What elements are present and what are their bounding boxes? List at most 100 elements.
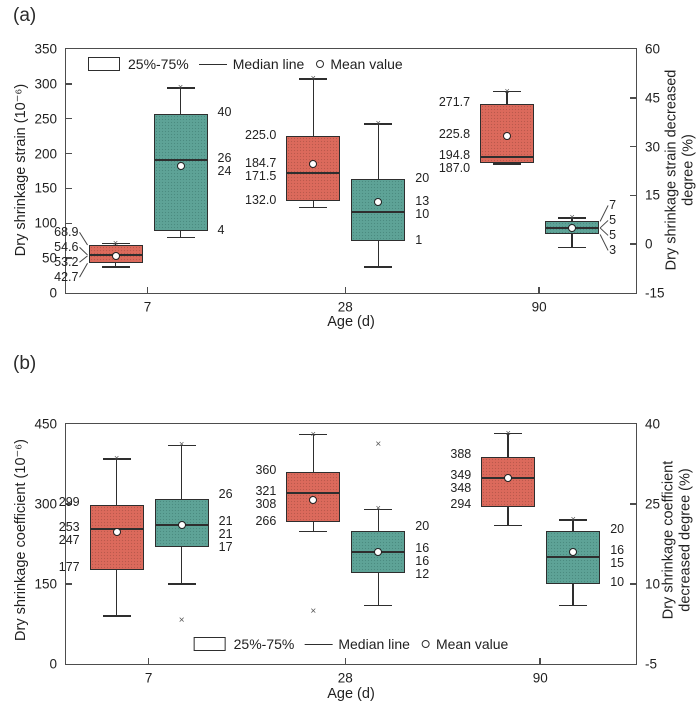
- whisker-cap-min: [559, 604, 588, 607]
- value-label: 3: [609, 243, 617, 258]
- right-axis-title-line1: Dry shrinkage coefficient: [660, 460, 677, 620]
- right-axis-title-line1: Dry shrinkage strain decreased: [663, 69, 680, 271]
- x-axis-tick: [539, 658, 541, 664]
- left-tick-label: 250: [34, 110, 57, 126]
- right-axis-tick: [630, 194, 636, 197]
- left-tick-label: 150: [34, 180, 57, 196]
- value-label: 20: [415, 519, 430, 533]
- value-label: 308: [255, 497, 277, 512]
- right-tick-label: 60: [645, 41, 661, 57]
- legend-label-mean: Mean value: [435, 636, 509, 652]
- value-label: 266: [255, 513, 277, 528]
- right-tick-label: 10: [645, 576, 661, 592]
- value-label: 348: [450, 480, 472, 495]
- right-axis-tick: [630, 503, 636, 505]
- value-label: 20: [415, 171, 430, 186]
- left-axis-tick: [66, 583, 72, 585]
- mean-marker: [177, 521, 186, 530]
- whisker-cap-max: [102, 458, 131, 460]
- mean-marker: [112, 528, 121, 537]
- value-label: 253: [58, 519, 80, 534]
- right-tick-label: 0: [645, 236, 653, 252]
- whisker-cap-min: [364, 266, 393, 268]
- value-label: 42.7: [54, 270, 79, 284]
- percentile-cross-marker: ×: [179, 439, 185, 450]
- value-label: 20: [610, 521, 625, 536]
- value-label: 40: [217, 105, 232, 120]
- whisker-cap-min: [102, 615, 131, 617]
- value-label: 16: [415, 540, 430, 555]
- box-swatch-icon: [193, 637, 226, 651]
- value-label: 13: [415, 193, 430, 208]
- mean-marker: [569, 548, 578, 556]
- value-label: 1: [415, 232, 423, 247]
- mean-marker: [504, 474, 513, 483]
- value-label: 177: [58, 559, 80, 574]
- value-label: 21: [218, 526, 233, 541]
- value-label: 15: [610, 555, 625, 570]
- value-label: 10: [610, 574, 625, 589]
- x-tick-label: 90: [532, 670, 548, 686]
- x-axis-title: Age (d): [327, 686, 375, 702]
- x-tick-label: 7: [143, 299, 152, 315]
- value-label: 132.0: [245, 192, 277, 207]
- x-axis-tick: [147, 658, 150, 664]
- whisker-cap-min: [101, 266, 130, 268]
- percentile-cross-marker: ×: [569, 212, 575, 223]
- plot-area: 25%-75% Median line Mean value 0 50 100 150…: [34, 42, 664, 313]
- value-label: 271.7: [438, 94, 471, 109]
- panel-tag: (b): [13, 353, 37, 374]
- value-label: 5: [609, 213, 617, 228]
- value-label: 360: [255, 463, 277, 478]
- legend: 25%-75% Median line Mean value: [193, 636, 509, 652]
- whisker-cap-max: [493, 90, 522, 93]
- x-axis-tick: [344, 287, 347, 293]
- value-label: 247: [58, 532, 80, 547]
- whisker-cap-max: [167, 444, 196, 447]
- whisker-cap-min: [299, 206, 328, 208]
- value-label: 10: [415, 206, 430, 221]
- percentile-cross-marker: ×: [504, 85, 510, 96]
- x-tick-label: 28: [337, 670, 353, 686]
- percentile-cross-marker: ×: [375, 117, 381, 128]
- x-tick-label: 7: [144, 670, 153, 686]
- percentile-cross-marker: ×: [112, 237, 119, 248]
- right-axis-tick: [630, 97, 636, 99]
- whisker-cap-max: [101, 242, 130, 245]
- left-tick-label: 100: [34, 215, 57, 231]
- value-label: 194.8: [438, 148, 471, 163]
- value-label: 321: [255, 484, 277, 499]
- box-red-age-7: [89, 504, 144, 570]
- value-label: 54.6: [54, 240, 79, 254]
- percentile-cross-marker: ×: [375, 503, 381, 514]
- x-axis-tick: [146, 287, 149, 293]
- left-tick-label: 0: [49, 656, 57, 672]
- whisker-cap-max: [166, 87, 195, 89]
- panel-b: (b) Dry shrinkage coefficient (10⁻⁶) Dry…: [0, 348, 700, 709]
- panel-tag: (a): [13, 5, 37, 26]
- whisker-cap-min: [493, 163, 522, 165]
- mean-marker: [111, 251, 120, 260]
- mean-circle-icon: [316, 60, 325, 68]
- left-axis-tick: [66, 187, 72, 190]
- box-swatch-icon: [88, 57, 120, 71]
- whisker-cap-min: [364, 604, 393, 607]
- whisker-cap-max: [299, 433, 328, 436]
- x-axis-tick: [344, 658, 347, 664]
- mean-marker: [176, 162, 185, 171]
- median-line: [153, 158, 208, 161]
- left-tick-label: 0: [49, 285, 57, 301]
- left-tick-label: 300: [34, 496, 57, 512]
- mean-marker: [309, 160, 318, 169]
- value-label: 225.0: [245, 127, 277, 142]
- outlier-marker: ×: [310, 605, 317, 617]
- box-red-age-28: [286, 136, 341, 201]
- right-axis-tick: [630, 583, 636, 585]
- left-axis-tick: [66, 117, 72, 120]
- mean-marker: [309, 495, 318, 504]
- mean-circle-icon: [421, 640, 430, 648]
- value-label: 17: [218, 539, 233, 554]
- mean-marker: [503, 131, 512, 140]
- value-label: 7: [609, 198, 617, 213]
- legend-label-median: Median line: [338, 636, 410, 652]
